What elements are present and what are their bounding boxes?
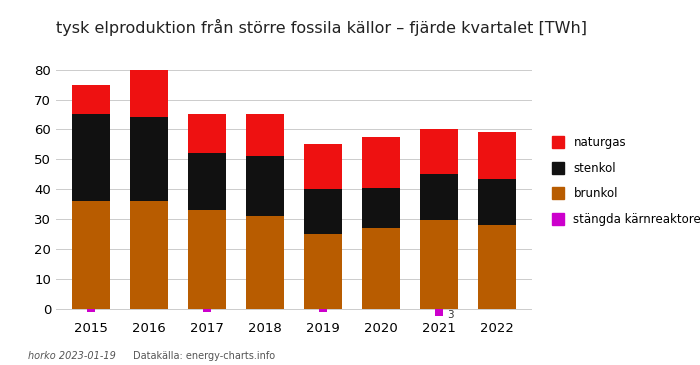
Bar [362, 188, 400, 228]
Bar [362, 137, 400, 188]
Bar [478, 179, 516, 225]
Bar [420, 174, 458, 220]
Bar [246, 216, 284, 308]
Bar [72, 201, 110, 308]
Bar [188, 115, 226, 153]
Bar [435, 308, 443, 316]
Bar [304, 234, 342, 308]
Bar [319, 308, 327, 312]
Bar [203, 308, 211, 312]
Text: Datakälla: energy-charts.info: Datakälla: energy-charts.info [133, 351, 275, 361]
Bar [478, 225, 516, 308]
Bar [130, 70, 168, 118]
Bar [304, 144, 342, 189]
Bar [362, 228, 400, 308]
Bar [72, 115, 110, 201]
Bar [72, 85, 110, 115]
Bar [420, 220, 458, 308]
Bar [130, 118, 168, 201]
Text: horko 2023-01-19: horko 2023-01-19 [28, 351, 116, 361]
Bar [246, 156, 284, 216]
Text: tysk elproduktion från större fossila källor – fjärde kvartalet [TWh]: tysk elproduktion från större fossila kä… [56, 19, 587, 36]
Bar [304, 189, 342, 234]
Bar [87, 308, 95, 312]
Text: 3: 3 [447, 311, 454, 320]
Bar [420, 130, 458, 174]
Bar [130, 201, 168, 308]
Bar [478, 132, 516, 179]
Bar [188, 153, 226, 210]
Legend: naturgas, stenkol, brunkol, stängda kärnreaktorer: naturgas, stenkol, brunkol, stängda kärn… [552, 136, 700, 226]
Bar [188, 210, 226, 308]
Bar [246, 115, 284, 156]
